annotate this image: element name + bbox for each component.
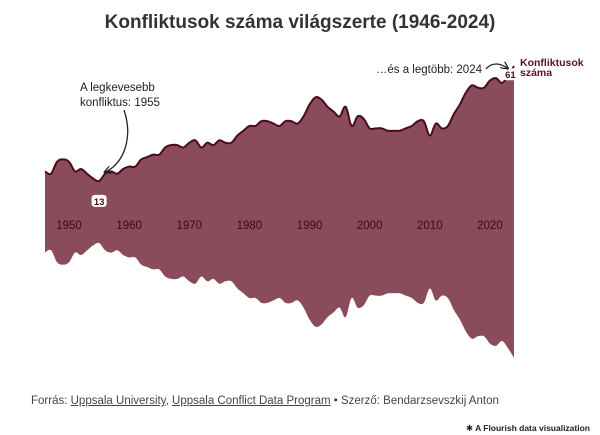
credit-text: A Flourish data visualization xyxy=(475,423,590,433)
chart-title: Konfliktusok száma világszerte (1946-202… xyxy=(104,12,496,33)
min-arrow xyxy=(105,109,129,172)
max-annotation: …és a legtöbb: 2024 xyxy=(376,64,483,76)
x-tick-label: 2020 xyxy=(477,220,503,232)
author-name: Bendarzsevszkij Anton xyxy=(383,395,499,407)
x-tick-label: 1980 xyxy=(237,220,263,232)
svg-text:13: 13 xyxy=(94,197,105,208)
source-link-university[interactable]: Uppsala University xyxy=(70,395,166,407)
max-arrow xyxy=(485,64,507,69)
min-annotation: A legkevesebb konfliktus: 1955 xyxy=(80,82,160,109)
max-value-badge: 61 xyxy=(502,68,518,81)
source-prefix: Forrás: xyxy=(31,395,71,407)
x-tick-label: 1960 xyxy=(116,220,142,232)
x-tick-label: 2000 xyxy=(357,220,383,232)
x-tick-label: 1970 xyxy=(177,220,203,232)
asterisk-icon: ✱ xyxy=(465,423,476,433)
x-tick-label: 1950 xyxy=(56,220,82,232)
stream-area[interactable] xyxy=(45,66,514,358)
flourish-credit[interactable]: ✱ A Flourish data visualization xyxy=(466,423,590,434)
stream-top-line xyxy=(44,65,515,183)
min-value-badge: 13 xyxy=(91,194,107,208)
svg-text:61: 61 xyxy=(505,70,516,81)
x-tick-label: 2010 xyxy=(417,220,443,232)
series-label: Konfliktusok xyxy=(520,57,584,69)
source-separator: , xyxy=(165,395,173,407)
source-note: Forrás: Uppsala University, Uppsala Conf… xyxy=(31,395,499,407)
source-link-ucdp[interactable]: Uppsala Conflict Data Program xyxy=(172,395,331,407)
author-prefix: • Szerző: xyxy=(330,395,384,407)
x-tick-label: 1990 xyxy=(297,220,323,232)
series-label: száma xyxy=(520,67,552,79)
